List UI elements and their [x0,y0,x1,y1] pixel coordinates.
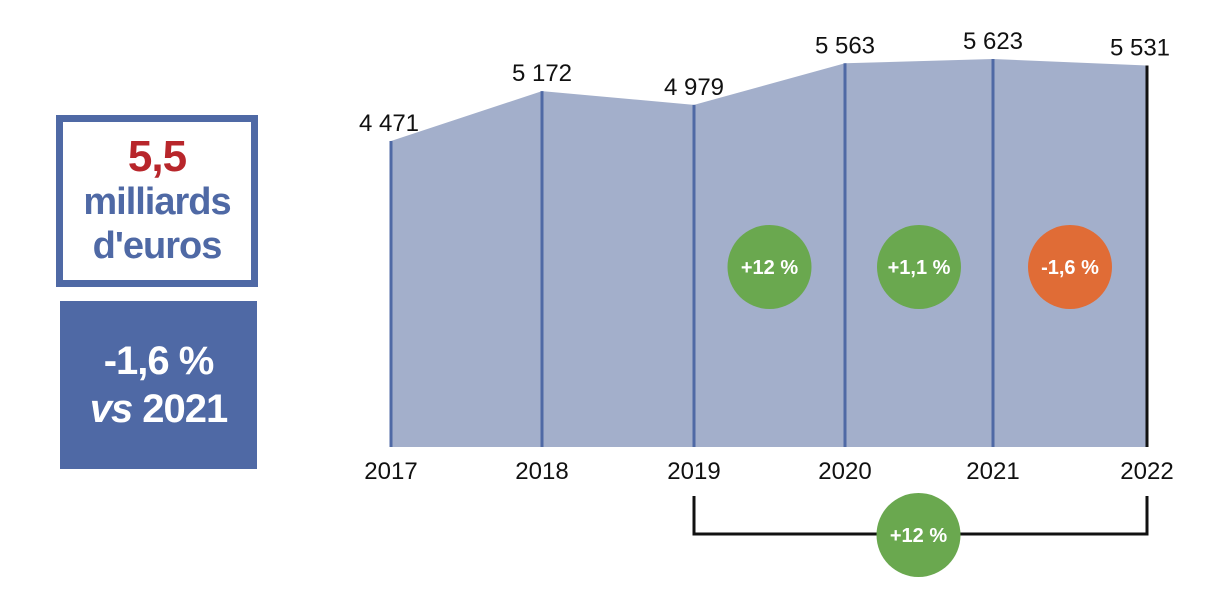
x-tick-2018: 2018 [515,458,568,485]
delta-year: 2021 [142,387,228,431]
change-badge-3 [876,493,961,577]
value-label-2018: 5 172 [512,60,572,87]
change-badge-1 [877,225,961,309]
change-badge-label-2: -1,6 % [1041,257,1099,279]
x-tick-2019: 2019 [667,458,720,485]
x-tick-2021: 2021 [966,458,1019,485]
value-label-2019: 4 979 [664,74,724,101]
x-tick-2020: 2020 [818,458,871,485]
change-badge-label-3: +12 % [890,525,947,547]
value-label-2020: 5 563 [815,32,875,59]
delta-percent: -1,6 % [103,339,215,383]
delta-box: -1,6 % vs 2021 [60,301,257,469]
value-label-2022: 5 531 [1110,35,1170,62]
delta-comparison: vs 2021 [89,385,228,433]
change-badge-0 [727,225,812,309]
change-badge-2 [1028,225,1112,309]
kpi-value: 5,5 [127,132,187,181]
change-badge-label-1: +1,1 % [888,257,951,279]
x-tick-2017: 2017 [364,458,417,485]
kpi-unit-line1: milliards [83,181,231,223]
value-label-2017: 4 471 [359,110,419,137]
x-tick-2022: 2022 [1120,458,1173,485]
delta-vs: vs [89,387,133,431]
kpi-unit-line2: d'euros [92,225,223,267]
change-badge-label-0: +12 % [741,257,798,279]
value-label-2021: 5 623 [963,28,1023,55]
kpi-box: 5,5 milliards d'euros [56,115,258,287]
